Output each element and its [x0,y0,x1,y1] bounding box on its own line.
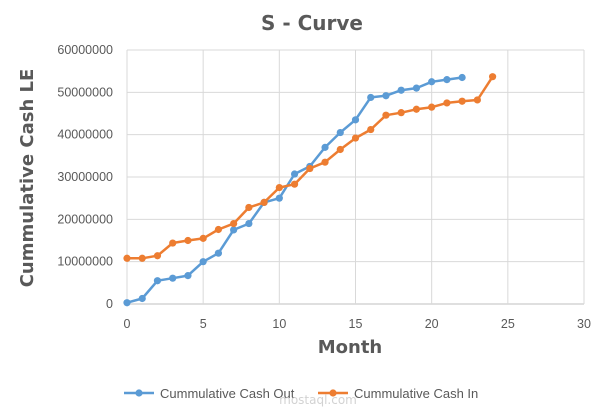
data-point [199,234,207,242]
data-point [336,145,344,154]
data-point [412,105,421,113]
y-axis-tick-labels: 0 10000000 20000000 30000000 40000000 5000000… [57,43,113,311]
data-point [260,198,268,206]
legend-label: Cummulative Cash In [354,386,478,401]
data-point [443,76,451,84]
data-point [169,274,177,282]
data-point [184,236,192,245]
data-point [428,103,436,111]
data-point [275,183,283,192]
y-axis-title: Cummulative Cash LE [17,69,38,288]
data-point [397,86,405,94]
data-point [169,239,177,247]
y-tick-label: 60000000 [57,43,113,57]
legend-label: Cummulative Cash Out [160,386,295,401]
legend: Cummulative Cash Out Cummulative Cash In [124,386,478,401]
data-point [123,254,131,262]
data-point [351,116,360,124]
data-point [245,203,253,212]
y-tick-label: 10000000 [57,255,113,269]
y-tick-label: 0 [106,297,113,311]
data-point [153,277,162,285]
data-point [230,226,238,234]
data-point [397,109,405,117]
x-tick-label: 5 [200,317,207,331]
data-point [199,258,207,266]
series-layer [123,73,497,307]
data-point [367,125,375,134]
data-point [458,73,466,82]
gridlines [126,49,585,305]
data-point [184,272,192,280]
y-tick-label: 40000000 [57,128,113,142]
data-point [336,128,344,137]
data-point [458,97,466,105]
x-tick-label: 20 [425,317,439,331]
data-point [138,254,146,262]
data-point [351,134,360,142]
x-tick-label: 25 [501,317,515,331]
data-point [290,180,299,188]
data-point [290,170,299,178]
data-point [382,111,390,119]
data-point [306,164,314,173]
legend-marker [329,389,337,397]
data-point [428,78,436,86]
data-point [153,252,162,260]
data-point [275,194,283,202]
chart-title: S - Curve [261,11,363,35]
legend-item: Cummulative Cash In [318,386,478,401]
data-point [489,73,497,81]
data-point [321,158,329,166]
x-axis-tick-labels: 0 5 10 15 20 25 30 [124,317,591,331]
series-0 [123,73,466,307]
data-point [473,96,481,104]
y-tick-label: 30000000 [57,170,113,184]
data-point [367,93,375,102]
x-axis-title: Month [318,337,383,358]
series-1 [123,73,497,262]
data-point [245,219,253,228]
data-point [138,294,146,303]
legend-item: Cummulative Cash Out [124,386,295,401]
data-point [214,225,222,234]
watermark: mostaql.com [279,393,357,407]
x-tick-label: 0 [124,317,131,331]
x-tick-label: 15 [349,317,363,331]
data-point [412,84,421,92]
x-tick-label: 30 [577,317,591,331]
y-tick-label: 50000000 [57,85,113,99]
legend-marker [135,389,143,397]
data-point [123,299,131,307]
x-tick-label: 10 [272,317,286,331]
data-point [321,143,329,151]
data-point [382,92,390,100]
y-tick-label: 20000000 [57,212,113,226]
data-point [443,99,451,107]
data-point [230,219,238,228]
data-point [214,249,222,257]
